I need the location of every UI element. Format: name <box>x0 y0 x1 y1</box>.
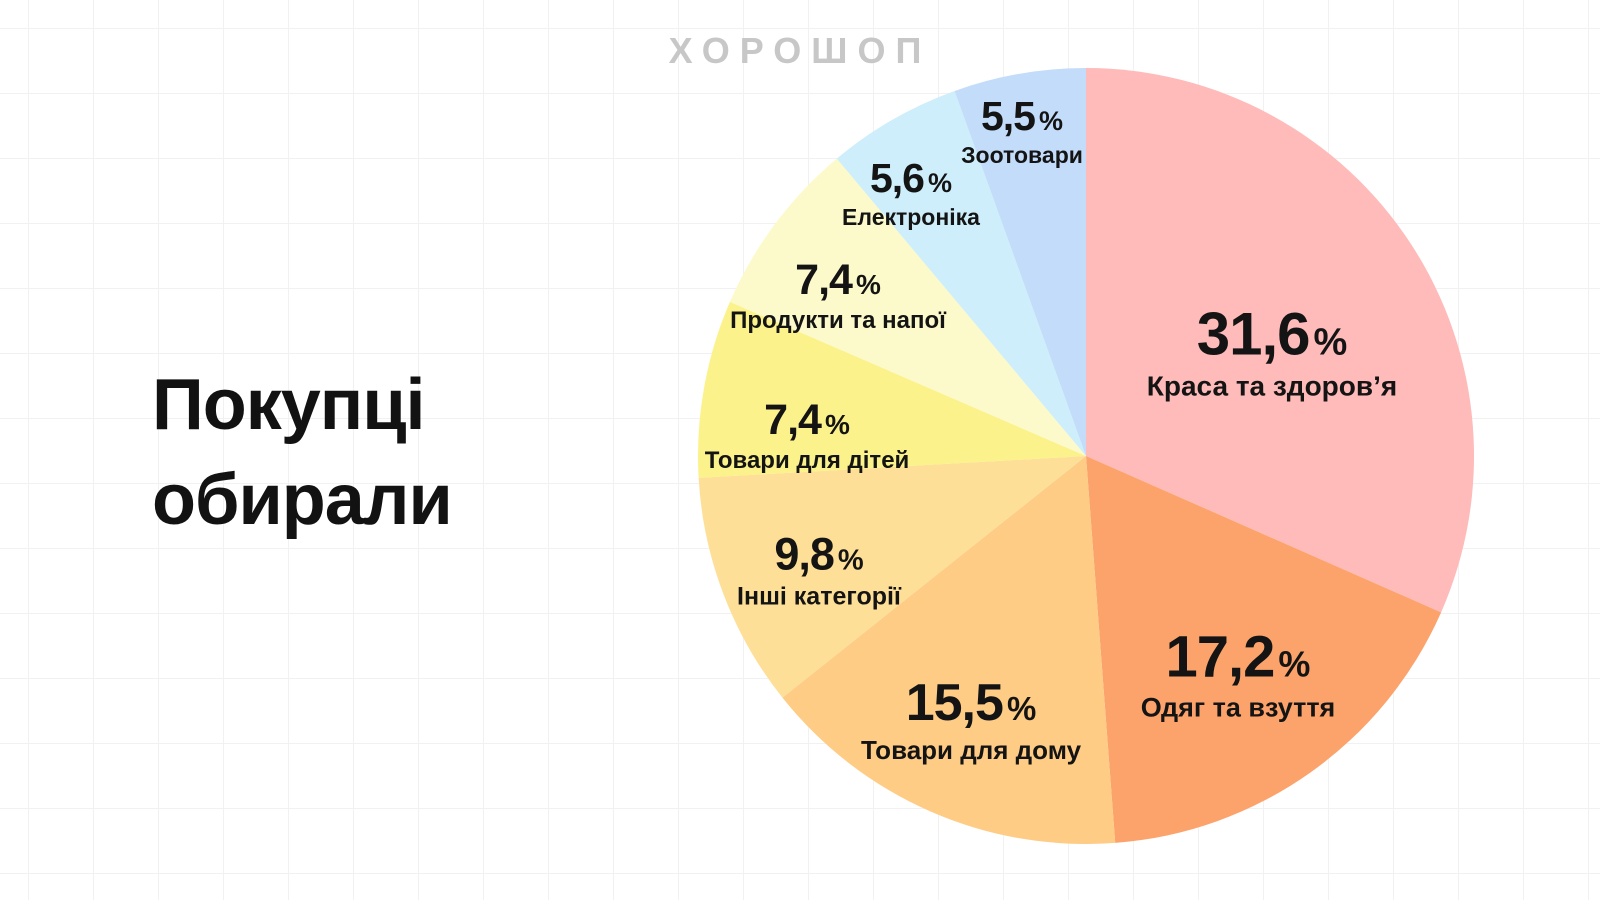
page-title-line-2: обирали <box>152 460 453 541</box>
slice-label-other-categories: 9,8% Інші категорії <box>737 528 901 611</box>
slice-category: Електроніка <box>842 203 980 230</box>
percent-sign: % <box>855 269 881 301</box>
percent-sign: % <box>927 167 952 198</box>
pie-slice-4 <box>698 301 1086 478</box>
slice-category: Інші категорії <box>737 582 901 610</box>
slice-category: Товари для дітей <box>704 447 910 475</box>
pie-chart <box>698 68 1474 844</box>
slice-label-home-goods: 15,5% Товари для дому <box>861 675 1081 765</box>
pie-slice-5 <box>729 158 1086 456</box>
slice-label-clothes-shoes: 17,2% Одяг та взуття <box>1141 625 1336 722</box>
pie-slice-3 <box>698 456 1086 698</box>
page-title-line-1: Покупці <box>152 365 426 445</box>
percent-sign: % <box>1278 643 1311 685</box>
slice-value: 15,5% <box>905 674 1037 733</box>
slice-category: Краса та здоров’я <box>1146 370 1398 402</box>
slice-value: 5,6% <box>869 154 952 201</box>
slice-value: 7,4% <box>764 396 850 445</box>
slice-category: Зоотовари <box>961 141 1083 168</box>
pie-slice-1 <box>1086 456 1442 843</box>
pie-chart-svg <box>698 68 1474 844</box>
page-title: Покупці обирали <box>152 358 453 548</box>
slice-label-food-drinks: 7,4% Продукти та напої <box>730 257 946 335</box>
percent-sign: % <box>1313 321 1348 364</box>
pie-slice-2 <box>782 456 1116 844</box>
slice-value: 17,2% <box>1165 624 1311 690</box>
slice-value: 5,5% <box>980 92 1064 139</box>
percent-sign: % <box>1006 690 1037 728</box>
slice-label-beauty-health: 31,6% Краса та здоров’я <box>1146 300 1398 403</box>
slice-label-pet-goods: 5,5% Зоотовари <box>961 92 1083 168</box>
percent-sign: % <box>1038 105 1064 136</box>
pie-slice-0 <box>1086 68 1474 613</box>
slice-category: Товари для дому <box>860 735 1082 766</box>
brand-logo: ХОРОШОП <box>668 30 932 71</box>
slice-category: Одяг та взуття <box>1140 692 1336 723</box>
slice-category: Продукти та напої <box>730 307 946 335</box>
pie-slice-6 <box>836 90 1086 456</box>
percent-sign: % <box>824 409 850 441</box>
slice-value: 31,6% <box>1196 300 1348 368</box>
slice-value: 7,4% <box>795 256 881 305</box>
percent-sign: % <box>837 544 864 577</box>
slice-label-electronics: 5,6% Електроніка <box>842 154 980 230</box>
slice-value: 9,8% <box>774 528 864 580</box>
pie-slice-7 <box>954 68 1086 456</box>
slice-label-kids-goods: 7,4% Товари для дітей <box>705 397 910 475</box>
